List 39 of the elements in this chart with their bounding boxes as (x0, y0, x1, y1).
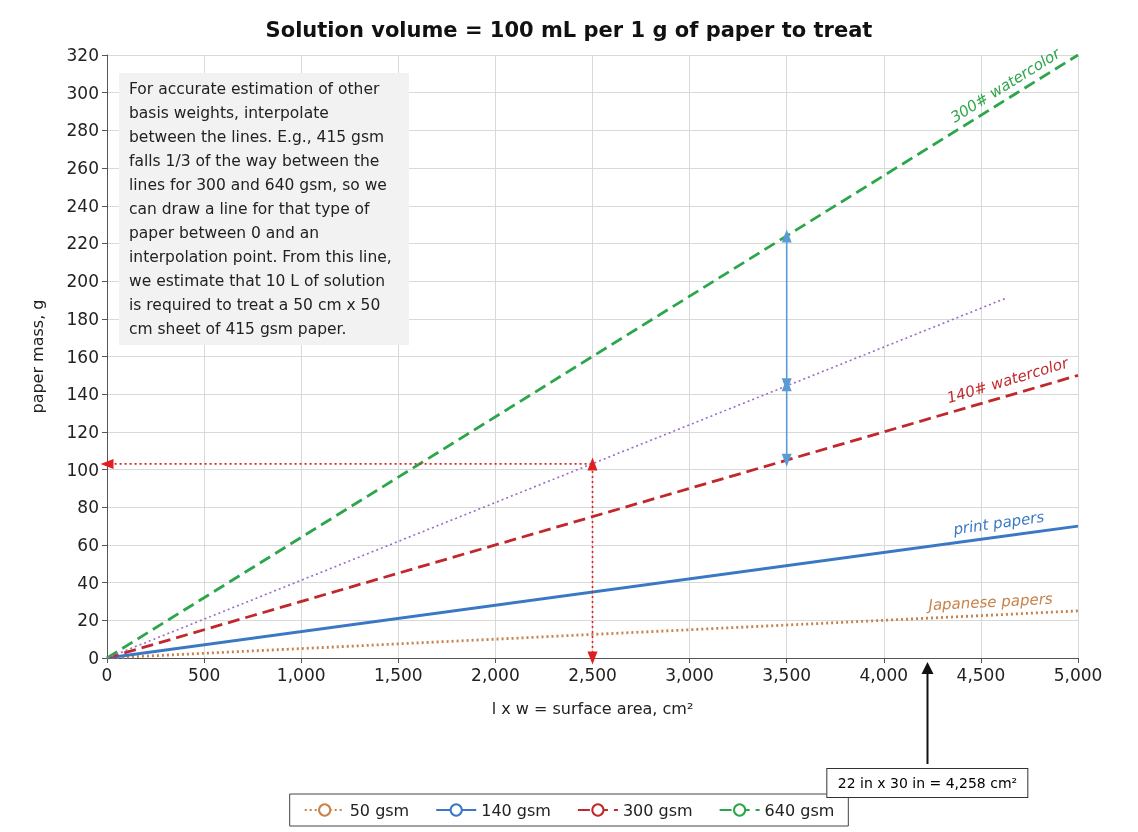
legend-label: 50 gsm (349, 800, 410, 820)
x-tick-label: 2,000 (471, 664, 520, 685)
x-tick-label: 0 (101, 664, 113, 685)
y-tick-label: 140 (66, 384, 99, 405)
y-tick-label: 60 (77, 534, 99, 555)
annotation: Japanese papers (927, 589, 1053, 615)
x-axis-title: l x w = surface area, cm² (491, 698, 694, 718)
x-tick-label: 1,000 (276, 664, 326, 685)
annotation: print papers (952, 507, 1046, 539)
text: 22 in x 30 in = 4,258 cm² (826, 768, 1029, 798)
legend-label: 300 gsm (622, 800, 693, 820)
y-tick-label: 180 (66, 308, 99, 329)
y-tick-label: 300 (66, 82, 99, 103)
x-tick-label: 500 (187, 664, 221, 685)
x-tick-label: 4,000 (859, 664, 909, 685)
y-tick-label: 260 (66, 158, 99, 179)
y-tick-label: 0 (88, 648, 99, 668)
x-tick-label: 3,000 (665, 664, 714, 685)
y-tick-label: 120 (66, 421, 99, 442)
y-tick-label: 240 (66, 195, 99, 216)
y-tick-label: 40 (77, 572, 99, 593)
y-tick-label: 20 (77, 610, 99, 631)
text: For accurate estimation of other basis weights, interpolate between the lines. E.g., 415 gsm falls 1/3 of the way between the lines for 300 and 640 gsm, so we can draw a line for that type of paper between 0 and an interpolation point. From this line, we estimate that 10 L of solution is required to treat a 50 cm x 50 cm sheet of 415 gsm paper. (129, 80, 392, 338)
y-tick-label: 80 (77, 497, 99, 518)
x-tick-label: 4,500 (956, 664, 1006, 685)
y-axis-title: paper mass, g (27, 299, 47, 414)
chart-title: Solution volume = 100 mL per 1 g of paper to treat (265, 17, 873, 42)
y-tick-label: 200 (66, 271, 99, 292)
legend-label: 140 gsm (481, 800, 551, 820)
y-tick-label: 160 (66, 346, 99, 367)
x-tick-label: 2,500 (568, 664, 617, 685)
x-tick-label: 1,500 (373, 664, 423, 685)
x-tick-label: 5,000 (1053, 664, 1103, 685)
y-tick-label: 320 (66, 45, 99, 65)
legend-label: 640 gsm (764, 800, 835, 820)
y-tick-label: 280 (66, 120, 99, 141)
x-tick-label: 3,500 (762, 664, 812, 685)
y-tick-label: 220 (66, 233, 99, 254)
y-tick-label: 100 (66, 459, 99, 480)
